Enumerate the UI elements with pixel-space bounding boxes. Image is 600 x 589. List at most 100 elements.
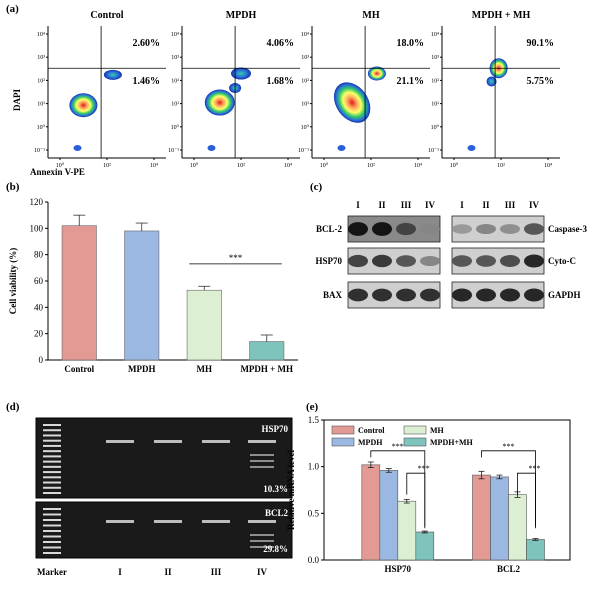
panel-b-label: (b) [6,181,20,193]
x-tick-label: 10⁰ [320,162,329,169]
protein-band [396,222,416,236]
ladder-band [43,471,61,474]
panel-a-xlabel: Annexin V-PE [30,167,85,177]
degraded-band [250,534,274,536]
y-tick-label: 10² [301,78,309,84]
x-tick-label: Control [64,364,94,374]
legend-swatch [331,437,355,447]
protein-band [372,222,392,236]
lane-label: III [401,200,412,210]
cell-viability-chart: 0 20 40 60 80 100 120 Cell viability (%) Control… [8,197,298,374]
debris-cluster [337,145,346,151]
protein-band [524,288,544,302]
lower-right-percent: 21.1% [397,76,425,87]
ladder-band [43,465,61,468]
protein-band [452,288,472,302]
flow-plot: Control 10⁻¹ 10⁰ 10¹ 10² 10³ 10⁴ 10⁰ 10² 10⁴ 2.60%… [34,10,166,169]
y-tick-label: 10² [37,78,45,84]
lane-label: IV [425,200,436,210]
x-tick-label: HSP70 [385,564,412,574]
blot-strip [347,215,441,243]
gel-percent-label: 10.3% [263,484,288,494]
x-tick-label: BCL2 [497,564,521,574]
gel-lane-label: III [211,567,222,577]
bar [397,500,417,561]
lane-label: III [505,200,516,210]
y-tick-label: 10² [431,78,439,84]
flow-plot-title: MPDH [226,10,257,21]
bar [472,474,491,561]
lower-right-percent: 5.75% [527,76,555,87]
significance-bracket [517,472,536,527]
lane-label: IV [529,200,540,210]
panel-c-label: (c) [310,181,323,193]
event-density [69,93,98,118]
ladder-band [43,481,61,484]
flow-plot: MPDH + MH 10⁻¹ 10⁰ 10¹ 10² 10³ 10⁴ 10⁰ 10² 10⁴ 90.… [428,10,560,169]
legend-label: MPDH [358,438,383,447]
significance-bracket [406,472,426,527]
ladder-band [43,455,61,458]
event-density [204,89,235,116]
bar [186,289,222,361]
legend-swatch [403,425,427,435]
blot-strip [451,215,545,243]
panel-a-ylabel: DAPI [12,89,22,111]
protein-band [420,288,440,302]
y-tick-label: 10⁴ [301,32,309,38]
debris-cluster [467,145,476,151]
bar [124,230,160,361]
blot-row-label: GAPDH [548,290,581,300]
protein-band [348,222,368,236]
lane-label: II [378,200,386,210]
event-density [103,69,122,80]
y-axis-label: Relative mRNA level [286,450,296,530]
ladder-band [43,519,61,521]
event-density [486,76,497,87]
flow-plot: MH 10⁻¹ 10⁰ 10¹ 10² 10³ 10⁴ 10⁰ 10² 10⁴ 18.0% 21.1% [298,10,430,169]
x-tick-label: 10² [367,163,375,169]
significance-marker: *** [229,253,243,263]
x-tick-label: 10⁴ [414,163,422,169]
protein-band [420,255,440,267]
x-tick-label: 10² [497,163,505,169]
protein-band [452,255,472,267]
gel-lane-label: IV [257,567,268,577]
y-tick-label: 60 [34,276,44,286]
blot-row-label: Caspase-3 [548,224,588,234]
dna-band [248,520,276,523]
ladder-band [43,476,61,479]
protein-band [348,288,368,302]
ladder-band [43,486,61,489]
flow-cytometry-plots: Control 10⁻¹ 10⁰ 10¹ 10² 10³ 10⁴ 10⁰ 10² 10⁴ 2.60%… [34,10,560,169]
ladder-band [43,429,61,432]
y-tick-label: 10⁻¹ [34,148,45,154]
bar [61,225,97,361]
degraded-band [250,466,274,468]
protein-band [420,223,440,235]
x-tick-label: 10⁴ [284,163,292,169]
legend-label: MPDH+MH [430,438,474,447]
lane-label: I [356,200,360,210]
significance-marker: *** [529,464,541,473]
y-tick-label: 10¹ [431,102,439,108]
protein-band [524,254,544,268]
y-tick-label: 10³ [171,55,179,61]
significance-marker: *** [418,464,430,473]
mrna-level-chart: 0.0 0.5 1.0 1.5 Relative mRNA level HSP70 *** *… [286,415,571,574]
ladder-band [43,434,61,437]
blot-strip [451,247,545,275]
dna-band [154,520,182,523]
protein-band [524,223,544,235]
y-tick-label: 10¹ [171,102,179,108]
x-tick-label: 10⁰ [190,162,199,169]
ladder-band [43,508,61,510]
dna-band [106,440,134,443]
x-tick-label: 10² [237,163,245,169]
ladder-band [43,524,61,527]
degraded-band [250,540,274,542]
gel-lane-label: I [118,567,122,577]
gel-target-label: BCL2 [265,508,289,518]
